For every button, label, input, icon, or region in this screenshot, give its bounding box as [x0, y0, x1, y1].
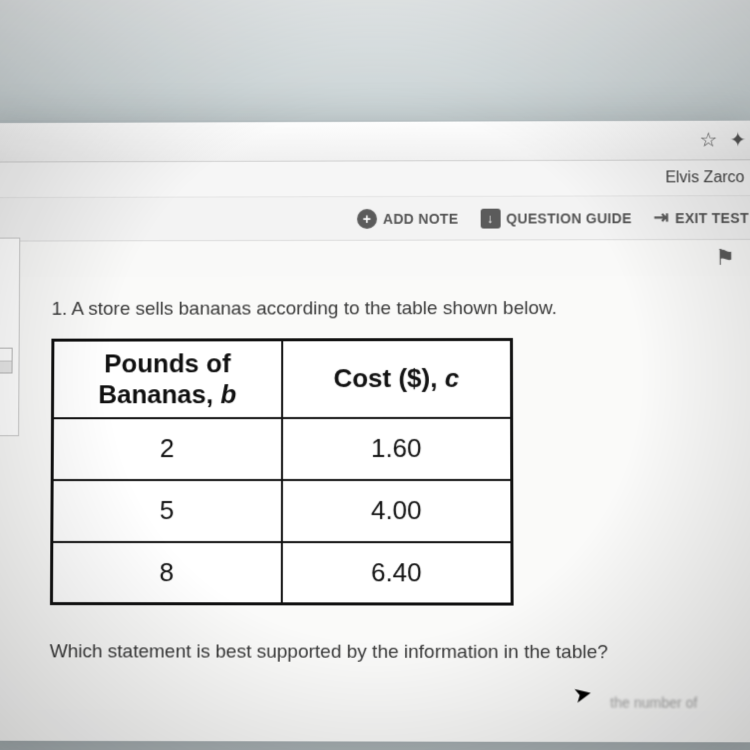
header-pounds-line2: Bananas,	[98, 379, 220, 409]
question-guide-button[interactable]: ↓ QUESTION GUIDE	[480, 208, 632, 228]
laptop-screen: ☆ ✦ Elvis Zarco + ADD NOTE ↓ QUESTION GU…	[0, 121, 750, 743]
ambient-glow	[0, 0, 750, 120]
header-pounds-line1: Pounds of	[104, 348, 231, 378]
cell-c-0: 1.60	[282, 417, 512, 479]
cell-b-1: 5	[52, 480, 282, 542]
test-toolbar: + ADD NOTE ↓ QUESTION GUIDE ⇥ EXIT TEST	[0, 196, 750, 242]
header-var-b: b	[220, 379, 236, 409]
mini-nav-icon[interactable]	[0, 348, 13, 374]
flag-row: ⚑	[0, 240, 750, 277]
add-note-button[interactable]: + ADD NOTE	[357, 208, 458, 228]
header-var-c: c	[445, 363, 460, 393]
exit-test-button[interactable]: ⇥ EXIT TEST	[654, 207, 749, 228]
question-prompt: 1. A store sells bananas according to th…	[52, 298, 716, 321]
add-note-label: ADD NOTE	[383, 210, 458, 226]
photo-background: ☆ ✦ Elvis Zarco + ADD NOTE ↓ QUESTION GU…	[0, 0, 750, 750]
question-guide-label: QUESTION GUIDE	[506, 210, 632, 226]
cell-b-2: 8	[51, 542, 281, 604]
header-cost-line1: Cost ($),	[333, 363, 444, 393]
extensions-icon[interactable]: ✦	[729, 128, 746, 153]
question-followup: Which statement is best supported by the…	[50, 641, 718, 664]
exit-test-label: EXIT TEST	[675, 210, 749, 226]
cell-c-1: 4.00	[281, 479, 512, 541]
question-content: 1. A store sells bananas according to th…	[0, 276, 750, 711]
guide-icon: ↓	[480, 208, 500, 228]
table-row: 2 1.60	[52, 417, 512, 479]
col-header-pounds: Pounds of Bananas, b	[52, 340, 281, 418]
cutoff-text-fragment: the number of	[49, 694, 717, 711]
cell-c-2: 6.40	[281, 542, 512, 604]
table-row: 8 6.40	[51, 542, 512, 605]
bananas-cost-table: Pounds of Bananas, b Cost ($), c	[50, 338, 514, 606]
cell-b-0: 2	[52, 418, 281, 480]
plus-icon: +	[357, 208, 377, 228]
user-bar: Elvis Zarco	[0, 160, 750, 198]
bookmark-star-icon[interactable]: ☆	[699, 128, 717, 153]
browser-chrome-bar: ☆ ✦	[0, 121, 750, 163]
username-label: Elvis Zarco	[665, 169, 744, 187]
exit-icon: ⇥	[654, 207, 670, 228]
question-nav-stub	[0, 238, 20, 437]
table-row: 5 4.00	[52, 479, 512, 541]
table-header-row: Pounds of Bananas, b Cost ($), c	[52, 339, 511, 417]
col-header-cost: Cost ($), c	[282, 339, 512, 417]
flag-icon[interactable]: ⚑	[715, 245, 735, 271]
